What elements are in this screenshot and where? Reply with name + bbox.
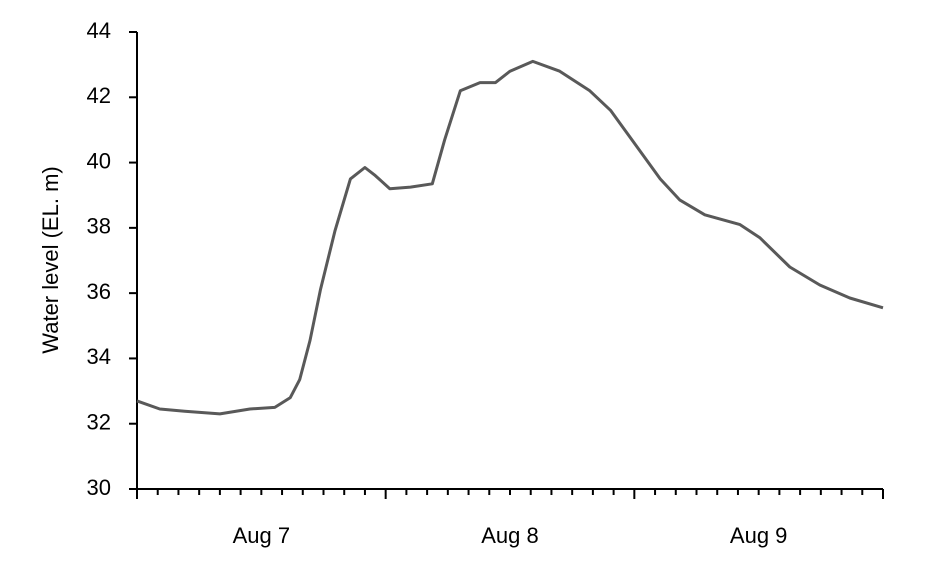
x-tick-label: Aug 8 (481, 523, 539, 548)
line (136, 59, 884, 416)
y-tick-label: 32 (87, 410, 111, 435)
x-tick-label: Aug 7 (233, 523, 291, 548)
y-axis-title: Water level (EL. m) (38, 166, 63, 353)
y-tick-label: 44 (87, 18, 111, 43)
x-tick-label: Aug 9 (730, 523, 788, 548)
y-tick-label: 38 (87, 214, 111, 239)
y-tick-label: 42 (87, 83, 111, 108)
y-tick-label: 34 (87, 344, 111, 369)
y-tick-label: 30 (87, 475, 111, 500)
y-tick-label: 36 (87, 279, 111, 304)
y-tick-label: 40 (87, 148, 111, 173)
